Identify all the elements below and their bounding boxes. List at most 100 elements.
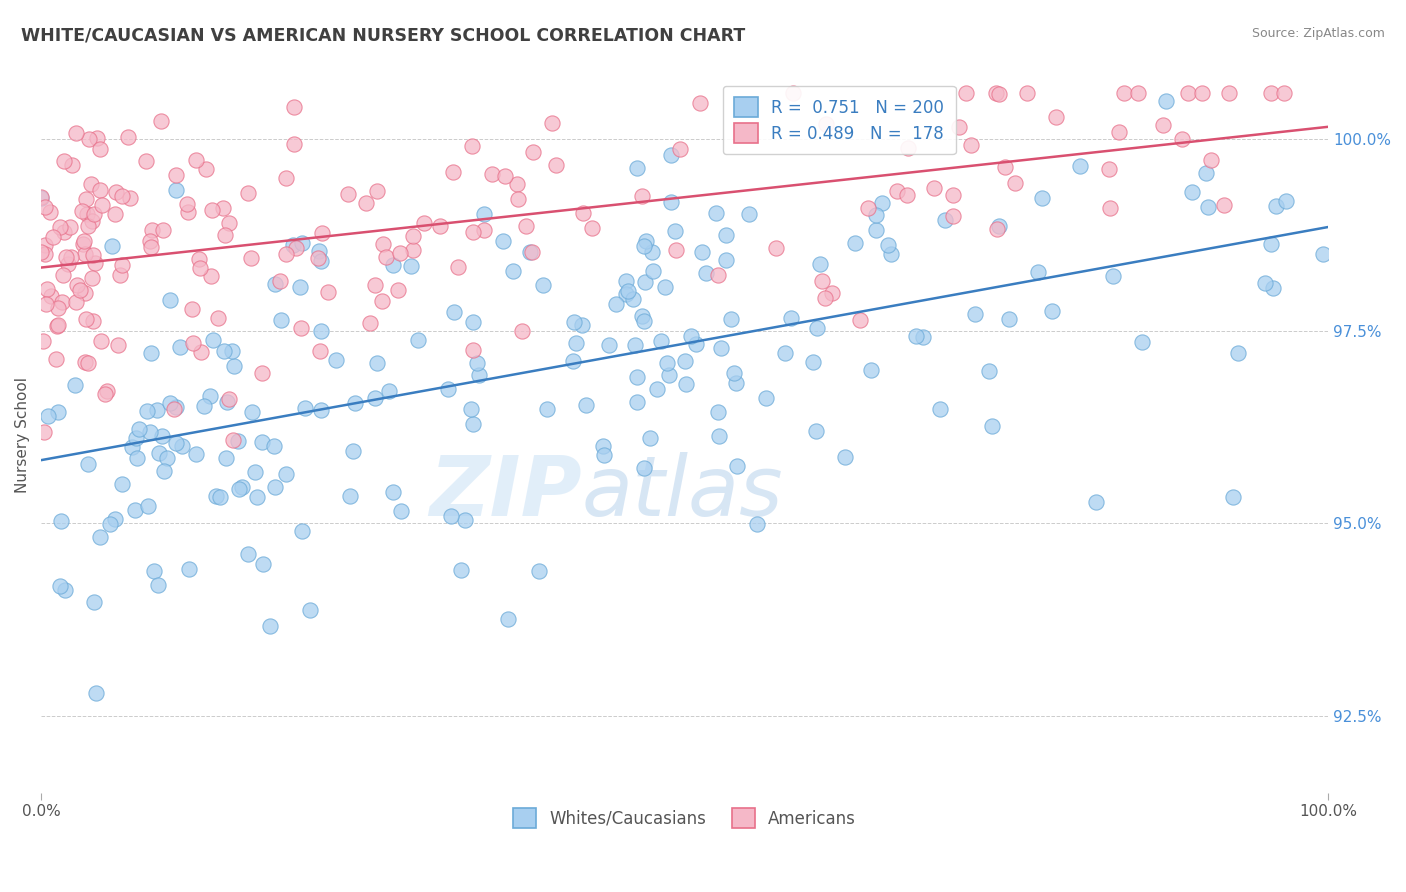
Point xyxy=(236,186,259,200)
Point xyxy=(46,318,69,333)
Point xyxy=(152,223,174,237)
Point xyxy=(165,183,187,197)
Point xyxy=(1199,153,1222,168)
Point xyxy=(356,195,378,210)
Point xyxy=(60,158,83,172)
Point xyxy=(107,338,129,352)
Point xyxy=(110,268,132,283)
Point xyxy=(84,686,107,700)
Point xyxy=(111,477,134,491)
Point xyxy=(948,120,970,134)
Point xyxy=(506,193,529,207)
Point xyxy=(614,287,637,301)
Point xyxy=(285,241,308,255)
Point xyxy=(169,340,191,354)
Point xyxy=(217,394,239,409)
Point xyxy=(581,221,603,235)
Point xyxy=(72,236,94,251)
Point xyxy=(811,274,834,288)
Point xyxy=(165,169,187,183)
Text: atlas: atlas xyxy=(582,451,783,533)
Point xyxy=(366,356,388,370)
Point xyxy=(1098,202,1121,216)
Point xyxy=(82,271,104,285)
Point xyxy=(529,564,551,578)
Point xyxy=(544,158,567,172)
Point xyxy=(190,345,212,359)
Point xyxy=(269,274,291,288)
Point xyxy=(143,565,166,579)
Point xyxy=(382,258,405,272)
Point xyxy=(339,489,361,503)
Point xyxy=(630,309,652,323)
Point xyxy=(215,450,238,465)
Point xyxy=(1126,86,1149,100)
Point xyxy=(461,138,484,153)
Point xyxy=(1191,86,1213,100)
Point xyxy=(870,195,893,210)
Point xyxy=(48,579,70,593)
Point xyxy=(695,266,717,280)
Point xyxy=(773,346,796,360)
Point xyxy=(905,328,928,343)
Point xyxy=(39,288,62,302)
Point xyxy=(70,204,93,219)
Point xyxy=(141,223,163,237)
Point xyxy=(69,283,91,297)
Point xyxy=(149,114,172,128)
Point xyxy=(89,183,111,197)
Point xyxy=(1108,125,1130,139)
Point xyxy=(274,467,297,481)
Point xyxy=(492,234,515,248)
Point xyxy=(336,186,359,201)
Point xyxy=(1195,166,1218,180)
Point xyxy=(382,485,405,500)
Point xyxy=(32,425,55,439)
Point xyxy=(658,368,681,383)
Point xyxy=(860,363,883,377)
Point xyxy=(659,194,682,209)
Point xyxy=(276,246,298,260)
Point xyxy=(755,391,778,405)
Point xyxy=(86,130,108,145)
Point xyxy=(176,197,198,211)
Point xyxy=(309,324,332,338)
Point xyxy=(886,184,908,198)
Point xyxy=(188,252,211,266)
Point xyxy=(200,389,222,403)
Point xyxy=(118,191,141,205)
Point xyxy=(308,343,330,358)
Point xyxy=(498,612,520,626)
Point xyxy=(941,209,963,223)
Point xyxy=(1156,94,1178,108)
Point xyxy=(307,251,329,265)
Point xyxy=(765,241,787,255)
Point xyxy=(264,277,287,292)
Point xyxy=(207,311,229,326)
Point xyxy=(387,283,409,297)
Point xyxy=(461,343,484,358)
Point xyxy=(593,448,616,462)
Point xyxy=(214,228,236,243)
Point xyxy=(877,237,900,252)
Point xyxy=(1031,191,1053,205)
Point xyxy=(98,517,121,532)
Point xyxy=(177,562,200,576)
Point xyxy=(626,369,648,384)
Point xyxy=(184,447,207,461)
Point xyxy=(139,425,162,440)
Point xyxy=(679,329,702,343)
Point xyxy=(669,142,692,156)
Point xyxy=(605,297,627,311)
Point xyxy=(406,333,429,347)
Point xyxy=(1222,490,1244,504)
Point xyxy=(1275,194,1298,208)
Point xyxy=(1212,198,1234,212)
Point xyxy=(659,147,682,161)
Point xyxy=(136,404,159,418)
Point xyxy=(402,244,425,258)
Point xyxy=(141,240,163,254)
Point xyxy=(389,504,412,518)
Point xyxy=(710,341,733,355)
Point xyxy=(1265,199,1288,213)
